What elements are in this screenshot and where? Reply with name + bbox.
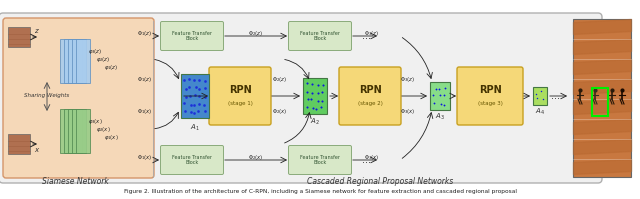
Text: $\Phi_1(x)$: $\Phi_1(x)$ — [136, 106, 152, 115]
Bar — [181, 74, 209, 118]
FancyBboxPatch shape — [289, 21, 351, 51]
FancyBboxPatch shape — [60, 109, 74, 153]
Text: $\Phi_3(x)$: $\Phi_3(x)$ — [364, 152, 380, 162]
Text: $\Phi_2(x)$: $\Phi_2(x)$ — [248, 152, 264, 162]
Text: $\Phi_2(z)$: $\Phi_2(z)$ — [273, 74, 287, 84]
FancyBboxPatch shape — [289, 145, 351, 175]
Text: $\Phi_2(x)$: $\Phi_2(x)$ — [272, 106, 288, 115]
Text: ...: ... — [551, 91, 560, 101]
FancyBboxPatch shape — [64, 39, 78, 83]
Text: $\Phi_3(z)$: $\Phi_3(z)$ — [364, 29, 380, 38]
Bar — [430, 82, 450, 110]
Text: RPN: RPN — [358, 85, 381, 95]
Text: Feature Transfer
Block: Feature Transfer Block — [172, 155, 212, 165]
Bar — [8, 27, 30, 47]
Text: $\Phi_3(z)$: $\Phi_3(z)$ — [401, 74, 415, 84]
Text: $\varphi_1(x)$: $\varphi_1(x)$ — [104, 133, 118, 141]
Text: z: z — [34, 28, 38, 34]
FancyBboxPatch shape — [64, 109, 78, 153]
Text: Cascaded Regional Proposal Networks: Cascaded Regional Proposal Networks — [307, 177, 453, 185]
Text: $\Phi_3(x)$: $\Phi_3(x)$ — [400, 106, 416, 115]
Text: Siamese Network: Siamese Network — [42, 177, 108, 185]
FancyBboxPatch shape — [3, 18, 154, 178]
FancyBboxPatch shape — [68, 109, 82, 153]
Text: ...: ... — [362, 155, 371, 165]
Text: $\varphi_3(z)$: $\varphi_3(z)$ — [88, 47, 102, 56]
Bar — [533, 87, 547, 105]
Text: $A_3$: $A_3$ — [435, 112, 445, 122]
Text: $\Phi_2(z)$: $\Phi_2(z)$ — [248, 29, 264, 38]
Bar — [592, 88, 608, 116]
FancyBboxPatch shape — [209, 67, 271, 125]
FancyBboxPatch shape — [161, 21, 223, 51]
FancyBboxPatch shape — [72, 109, 86, 153]
Text: $\Phi_1(z)$: $\Phi_1(z)$ — [137, 74, 152, 84]
FancyBboxPatch shape — [457, 67, 523, 125]
FancyBboxPatch shape — [68, 39, 82, 83]
Bar — [303, 78, 327, 114]
FancyBboxPatch shape — [161, 145, 223, 175]
Text: $\Phi_1(z)$: $\Phi_1(z)$ — [137, 29, 152, 38]
Text: ...: ... — [362, 31, 371, 41]
Bar — [573, 19, 631, 177]
Text: RPN: RPN — [228, 85, 252, 95]
Text: (stage 3): (stage 3) — [477, 100, 502, 105]
FancyBboxPatch shape — [60, 39, 74, 83]
Text: Sharing Weights: Sharing Weights — [24, 94, 70, 99]
Bar — [8, 134, 30, 154]
Text: $\varphi_3(x)$: $\varphi_3(x)$ — [88, 116, 102, 126]
Text: Feature Transfer
Block: Feature Transfer Block — [172, 31, 212, 41]
Text: (stage 2): (stage 2) — [358, 100, 383, 105]
Text: $\varphi_2(x)$: $\varphi_2(x)$ — [95, 125, 110, 134]
Text: $\varphi_2(z)$: $\varphi_2(z)$ — [96, 55, 110, 63]
Text: Figure 2. Illustration of the architecture of C-RPN, including a Siamese network: Figure 2. Illustration of the architectu… — [124, 188, 516, 193]
Text: Feature Transfer
Block: Feature Transfer Block — [300, 31, 340, 41]
Text: $A_2$: $A_2$ — [310, 117, 320, 127]
Text: RPN: RPN — [479, 85, 501, 95]
FancyBboxPatch shape — [0, 13, 602, 183]
Text: $\Phi_1(x)$: $\Phi_1(x)$ — [136, 152, 152, 162]
Text: $\varphi_1(z)$: $\varphi_1(z)$ — [104, 62, 118, 71]
FancyBboxPatch shape — [76, 39, 90, 83]
Text: x: x — [34, 147, 38, 153]
Text: $A_4$: $A_4$ — [535, 107, 545, 117]
FancyBboxPatch shape — [339, 67, 401, 125]
Text: (stage 1): (stage 1) — [228, 100, 252, 105]
FancyBboxPatch shape — [72, 39, 86, 83]
FancyBboxPatch shape — [76, 109, 90, 153]
Text: $A_1$: $A_1$ — [190, 123, 200, 133]
Text: Feature Transfer
Block: Feature Transfer Block — [300, 155, 340, 165]
